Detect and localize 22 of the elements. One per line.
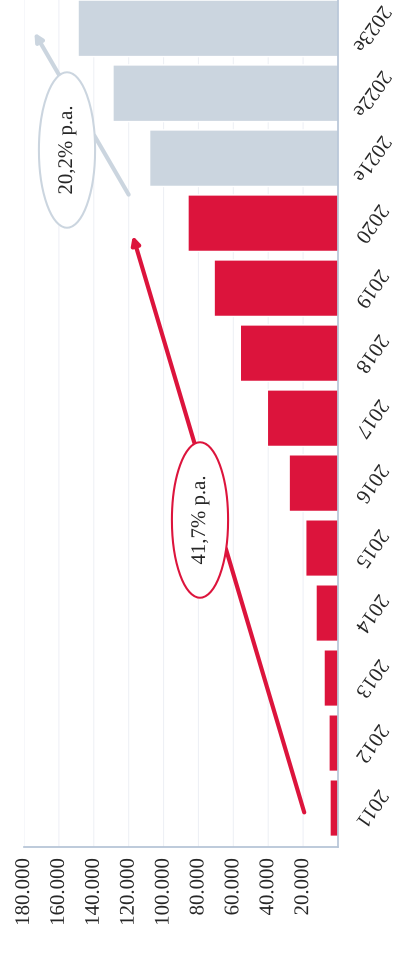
x-tick-label: 20.000 bbox=[294, 858, 308, 914]
x-tick-label: 180.000 bbox=[15, 858, 30, 924]
bar bbox=[187, 194, 338, 252]
bar bbox=[323, 649, 338, 708]
x-tick-label: 100.000 bbox=[154, 858, 169, 924]
x-tick-label: 140.000 bbox=[84, 858, 100, 924]
bar bbox=[148, 129, 338, 188]
bar bbox=[266, 389, 338, 448]
bar bbox=[328, 714, 338, 772]
bar bbox=[315, 584, 338, 642]
bar bbox=[288, 454, 338, 512]
x-tick-label: 160.000 bbox=[50, 858, 64, 924]
bar bbox=[240, 324, 338, 382]
bar bbox=[213, 259, 338, 318]
annotation: 41,7% p.a. bbox=[191, 476, 210, 564]
annotation: 20,2% p.a. bbox=[58, 106, 76, 194]
x-tick-label: 40.000 bbox=[259, 858, 274, 915]
bar bbox=[77, 0, 338, 58]
x-tick-label: 120.000 bbox=[120, 858, 134, 924]
x-tick-label: 80.000 bbox=[190, 858, 204, 915]
x-tick-label: 60.000 bbox=[224, 858, 239, 915]
bar bbox=[305, 519, 338, 578]
